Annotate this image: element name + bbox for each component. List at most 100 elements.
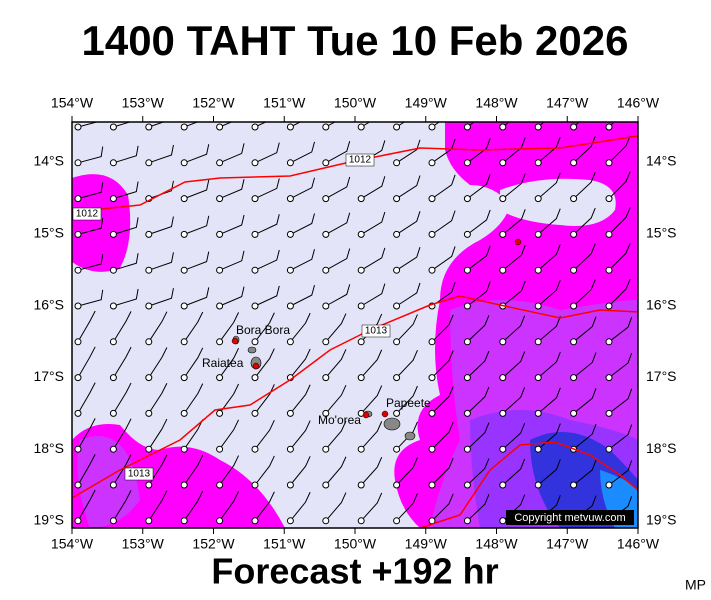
wind-barb — [573, 243, 596, 271]
lon-label: 154°W — [51, 536, 94, 552]
station — [109, 195, 117, 203]
wind-barb — [184, 179, 210, 200]
wind-barb — [112, 490, 132, 522]
wind-barb — [219, 491, 240, 522]
station — [286, 302, 294, 310]
station — [428, 409, 436, 417]
station — [286, 338, 294, 346]
station — [251, 409, 259, 417]
wind-barb — [396, 314, 418, 343]
isobars — [72, 135, 638, 528]
station — [499, 374, 507, 382]
station — [286, 517, 294, 525]
wind-barb — [502, 280, 526, 307]
wind-barb — [254, 491, 275, 522]
station — [145, 338, 153, 346]
wind-barb — [537, 280, 561, 307]
station — [74, 409, 82, 417]
station — [641, 482, 647, 488]
wind-barb — [290, 249, 315, 271]
shade — [72, 174, 131, 272]
station — [322, 409, 330, 417]
station — [286, 266, 294, 274]
station — [180, 266, 188, 274]
station — [463, 195, 471, 203]
station — [570, 338, 578, 346]
station — [180, 374, 188, 382]
wind-barb — [431, 422, 454, 450]
station — [641, 124, 647, 130]
station — [641, 339, 647, 345]
wind-barb — [113, 145, 139, 164]
station — [499, 159, 507, 167]
station — [251, 445, 259, 453]
wind-barb — [467, 209, 491, 235]
wind-barb — [537, 387, 561, 414]
wind-barb — [219, 143, 245, 164]
station — [357, 302, 365, 310]
wind-barb — [113, 288, 139, 307]
wind-barb — [573, 172, 596, 199]
isobar-label: 1012 — [349, 155, 372, 166]
station — [463, 338, 471, 346]
wind-barb — [431, 457, 454, 486]
station — [180, 409, 188, 417]
wind-barb — [431, 174, 456, 200]
station — [570, 195, 578, 203]
station — [180, 445, 188, 453]
station — [180, 195, 188, 203]
station — [499, 123, 507, 131]
wind-barb — [148, 347, 168, 378]
wind-barb — [502, 458, 526, 486]
wind-barb — [112, 346, 132, 378]
wind-barb — [325, 141, 351, 164]
wind-barb — [467, 281, 491, 307]
station — [570, 374, 578, 382]
wind-barb — [537, 172, 561, 199]
wind-barb — [608, 424, 633, 450]
wind-barb — [112, 311, 132, 343]
wind-barb — [360, 349, 383, 378]
wind-barb — [325, 212, 351, 235]
station — [393, 123, 401, 131]
station — [145, 517, 153, 525]
lon-label: 148°W — [475, 95, 518, 111]
station — [463, 302, 471, 310]
station — [216, 159, 224, 167]
place-name: Mo'orea — [318, 413, 361, 427]
station — [216, 338, 224, 346]
towns — [231, 238, 522, 419]
station — [393, 517, 401, 525]
wind-barb — [644, 243, 665, 271]
place-name: Papeete — [386, 396, 431, 410]
wind-barb — [396, 282, 421, 307]
wind-barb — [573, 388, 597, 414]
wind-barb — [644, 389, 667, 413]
wind-barb — [431, 210, 456, 235]
station — [570, 409, 578, 417]
lat-label: 18°S — [646, 440, 677, 456]
station — [357, 123, 365, 131]
wind-barb — [644, 171, 665, 199]
station — [180, 230, 188, 238]
station — [463, 123, 471, 131]
lon-label: 154°W — [51, 95, 94, 111]
station — [428, 374, 436, 382]
station — [74, 266, 82, 274]
station — [534, 230, 542, 238]
wind-barb — [77, 182, 104, 200]
wind-barb — [608, 135, 631, 164]
lon-label: 151°W — [263, 536, 306, 552]
shade — [500, 178, 616, 226]
station — [393, 266, 401, 274]
station — [570, 481, 578, 489]
wind-barb — [183, 311, 204, 343]
station — [605, 159, 613, 167]
isobar-label: 1012 — [76, 209, 99, 220]
wind-barb — [112, 382, 132, 414]
wind-barb — [290, 348, 311, 378]
station — [74, 123, 82, 131]
wind-barb — [290, 177, 315, 200]
wind-barb — [148, 311, 168, 343]
station — [145, 266, 153, 274]
